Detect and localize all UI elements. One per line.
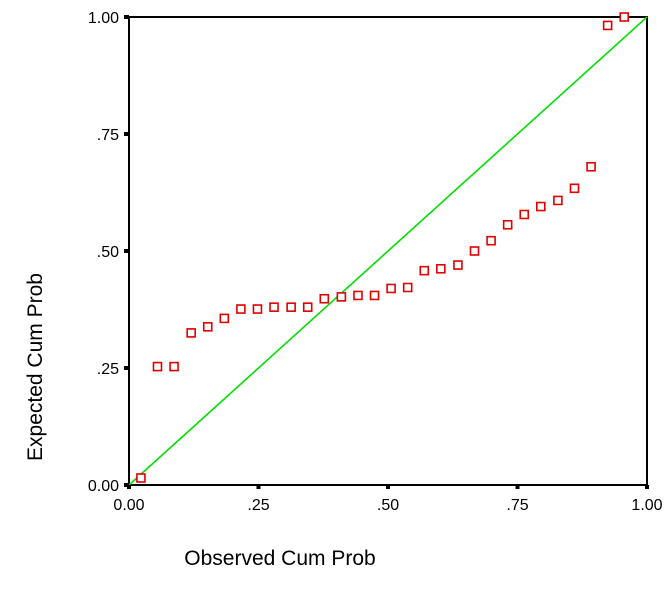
data-point-marker <box>586 161 596 172</box>
data-point-marker <box>152 361 163 372</box>
data-point-marker <box>236 304 246 314</box>
y-tick-mark <box>124 483 129 487</box>
x-tick-mark <box>515 485 520 489</box>
y-tick-label: .50 <box>97 244 119 261</box>
y-axis-title: Expected Cum Prob <box>24 273 47 461</box>
data-point-marker <box>319 293 330 304</box>
y-tick-label: 0.00 <box>88 478 119 495</box>
data-point-marker <box>186 328 196 338</box>
x-tick-label: 1.00 <box>631 497 662 514</box>
data-point-marker <box>286 302 296 312</box>
data-point-marker <box>553 195 563 206</box>
x-tick-label: 0.00 <box>113 497 144 514</box>
data-point-marker <box>419 265 430 276</box>
y-tick-mark <box>124 15 129 19</box>
data-point-marker <box>519 209 530 220</box>
x-tick-label: .75 <box>506 497 528 514</box>
data-point-marker <box>502 219 513 230</box>
data-point-marker <box>602 20 613 31</box>
x-tick-mark <box>256 485 261 489</box>
x-axis-title: Observed Cum Prob <box>184 547 375 570</box>
data-point-marker <box>386 283 396 294</box>
data-point-marker <box>469 246 480 256</box>
data-point-marker <box>269 302 279 312</box>
data-point-marker <box>136 473 146 483</box>
data-point-marker <box>402 282 413 293</box>
y-tick-mark <box>124 366 129 370</box>
x-tick-mark <box>386 485 390 489</box>
x-tick-mark <box>645 485 649 489</box>
data-point-marker <box>619 12 630 22</box>
data-point-marker <box>536 201 546 212</box>
data-point-marker <box>369 290 380 301</box>
x-tick-label: .25 <box>247 497 269 514</box>
data-point-marker <box>436 263 446 274</box>
y-tick-mark <box>124 132 129 136</box>
data-point-marker <box>486 235 496 246</box>
y-tick-label: 1.00 <box>88 10 119 27</box>
data-point-marker <box>252 304 263 314</box>
data-point-marker <box>302 302 313 312</box>
data-point-marker <box>336 292 347 302</box>
data-point-marker <box>569 183 580 194</box>
y-tick-mark <box>124 249 129 253</box>
y-tick-label: .25 <box>97 361 119 378</box>
reference-diagonal-line <box>128 16 648 486</box>
data-point-marker <box>169 361 179 372</box>
data-point-marker <box>353 290 363 301</box>
x-tick-label: .50 <box>377 497 399 514</box>
data-point-marker <box>453 260 463 270</box>
data-point-marker <box>219 313 230 324</box>
plot-area: 0.00 .25 .50 .75 1.00 0.00 .25 .50 .75 1.00 <box>88 10 663 514</box>
data-point-marker <box>202 322 213 332</box>
y-tick-label: .75 <box>97 127 119 144</box>
